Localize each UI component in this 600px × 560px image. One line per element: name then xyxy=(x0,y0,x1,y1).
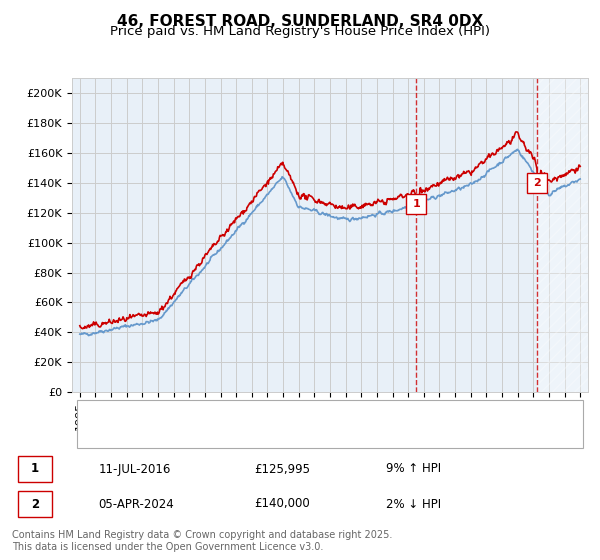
Text: 9% ↑ HPI: 9% ↑ HPI xyxy=(386,463,442,475)
Text: 1: 1 xyxy=(413,199,421,209)
Text: 46, FOREST ROAD, SUNDERLAND, SR4 0DX (semi-detached house): 46, FOREST ROAD, SUNDERLAND, SR4 0DX (se… xyxy=(129,405,524,418)
Text: 2% ↓ HPI: 2% ↓ HPI xyxy=(386,497,442,511)
Text: 46, FOREST ROAD, SUNDERLAND, SR4 0DX: 46, FOREST ROAD, SUNDERLAND, SR4 0DX xyxy=(117,14,483,29)
Text: 2: 2 xyxy=(31,497,39,511)
Bar xyxy=(538,78,588,392)
FancyBboxPatch shape xyxy=(77,400,583,448)
FancyBboxPatch shape xyxy=(18,456,52,482)
Text: £140,000: £140,000 xyxy=(254,497,310,511)
Text: £125,995: £125,995 xyxy=(254,463,310,475)
Text: 2: 2 xyxy=(533,178,541,188)
Text: HPI: Average price, semi-detached house, Sunderland: HPI: Average price, semi-detached house,… xyxy=(129,430,448,442)
Text: 05-APR-2024: 05-APR-2024 xyxy=(98,497,174,511)
Text: Contains HM Land Registry data © Crown copyright and database right 2025.
This d: Contains HM Land Registry data © Crown c… xyxy=(12,530,392,552)
Text: 1: 1 xyxy=(31,463,39,475)
FancyBboxPatch shape xyxy=(18,492,52,516)
Text: Price paid vs. HM Land Registry's House Price Index (HPI): Price paid vs. HM Land Registry's House … xyxy=(110,25,490,38)
Text: 11-JUL-2016: 11-JUL-2016 xyxy=(98,463,171,475)
